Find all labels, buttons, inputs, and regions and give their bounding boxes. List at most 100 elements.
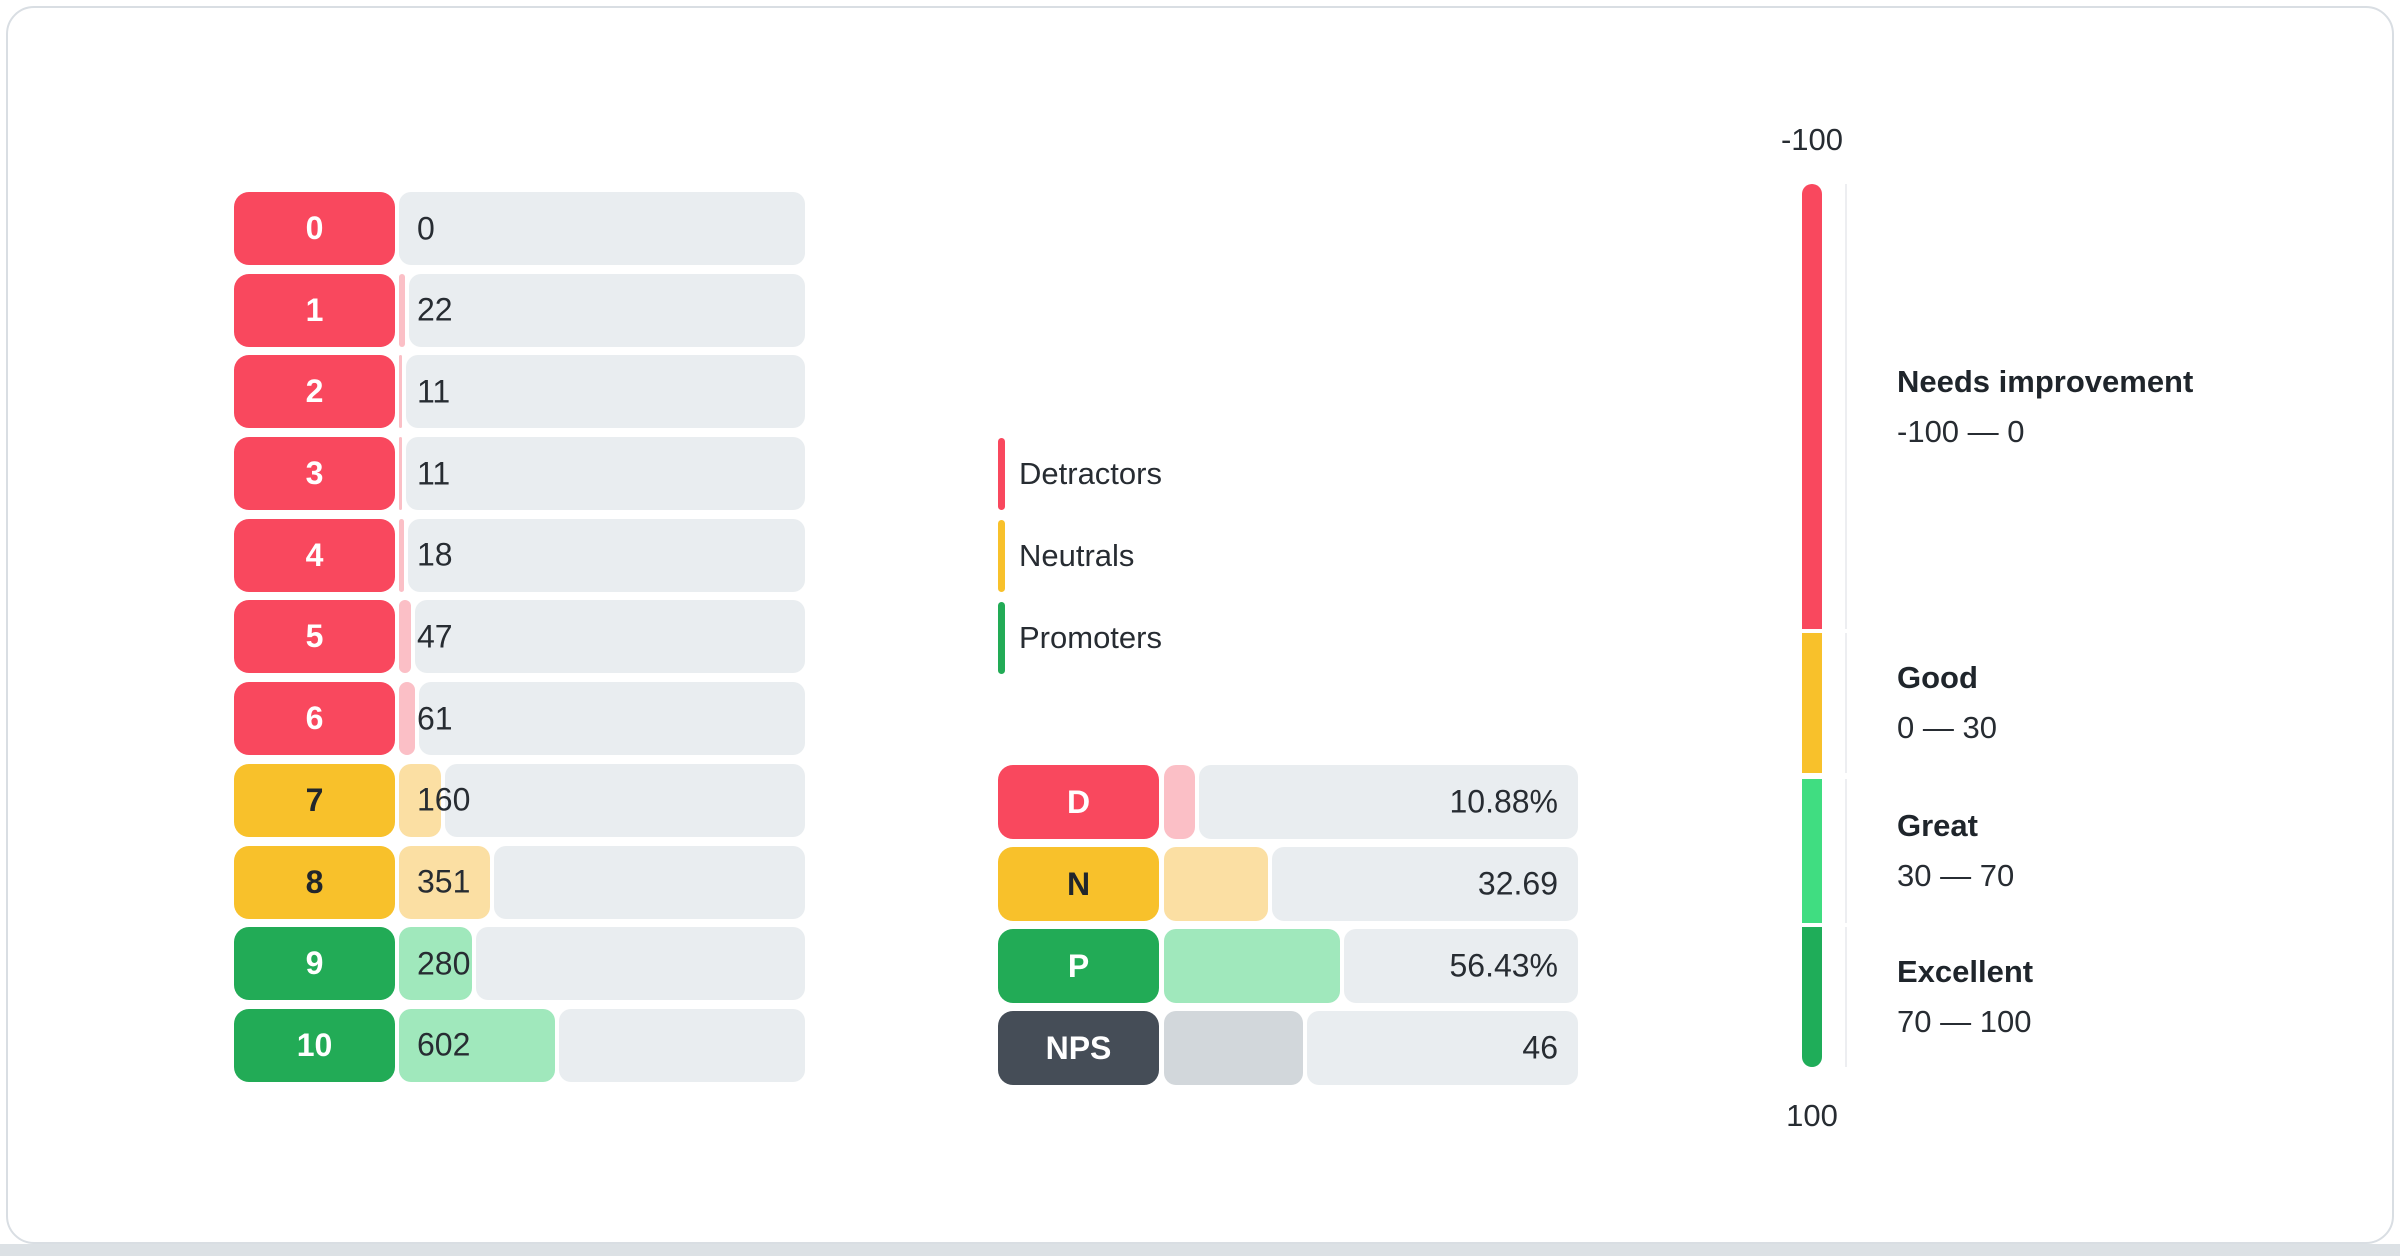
summary-row-nps: NPS 46 [998, 1011, 1578, 1085]
summary-bar-fill [1164, 765, 1195, 839]
summary-bar-fill [1164, 1011, 1303, 1085]
gauge-band-label: Great 30 — 70 [1897, 808, 2014, 894]
score-bar-track [408, 518, 805, 592]
legend-item-promoters[interactable]: Promoters [998, 602, 1162, 674]
score-bar-fill [399, 763, 441, 837]
page-bottom-strip [0, 1244, 2400, 1256]
gauge-segment-great [1802, 779, 1822, 923]
score-bar-track [415, 600, 805, 674]
score-bar-track [406, 355, 805, 429]
score-bar-fill [399, 518, 404, 592]
score-label-pill: 9 [234, 927, 395, 1001]
score-count: 11 [417, 455, 451, 492]
score-bar-track [559, 1008, 805, 1082]
gauge-band-title: Needs improvement [1897, 363, 2194, 399]
summary-bar: 32.69 [1164, 847, 1578, 921]
score-bar-track [399, 192, 805, 265]
legend-item-neutrals[interactable]: Neutrals [998, 520, 1162, 592]
score-count: 602 [417, 1026, 471, 1063]
score-bar-track [419, 682, 805, 756]
score-row: 5 47 [234, 600, 805, 674]
gauge-segment-neutral [1802, 633, 1822, 773]
legend-label: Detractors [1019, 456, 1162, 491]
gauge-separator-line [1845, 184, 1847, 1067]
legend-color-bar [998, 520, 1005, 592]
summary-label-pill: N [998, 847, 1159, 921]
gauge-band-range: 30 — 70 [1897, 858, 2015, 893]
separator-segment [1845, 184, 1847, 629]
score-bar: 602 [399, 1008, 805, 1082]
summary-value: 46 [1522, 1029, 1558, 1066]
legend-item-detractors[interactable]: Detractors [998, 438, 1162, 510]
summary-bar-track [1199, 765, 1578, 839]
score-count: 0 [417, 210, 435, 246]
score-bar-fill [399, 273, 405, 347]
score-bar: 18 [399, 518, 805, 592]
summary-label-pill: D [998, 765, 1159, 839]
score-count: 280 [417, 945, 471, 982]
score-row: 3 11 [234, 437, 805, 511]
score-bar-track [494, 845, 805, 919]
summary-bar: 10.88% [1164, 765, 1578, 839]
gauge-band-range: -100 — 0 [1897, 413, 2025, 449]
summary-bar-track [1344, 929, 1578, 1003]
summary-bar: 46 [1164, 1011, 1578, 1085]
legend-color-bar [998, 602, 1005, 674]
score-label-pill: 3 [234, 437, 395, 511]
summary-bar-fill [1164, 847, 1268, 921]
score-bar: 47 [399, 600, 805, 674]
score-bar: 280 [399, 927, 805, 1001]
gauge-band-range: 0 — 30 [1897, 710, 1997, 745]
summary-bar: 56.43% [1164, 929, 1578, 1003]
score-bar: 61 [399, 682, 805, 756]
score-row: 6 61 [234, 682, 805, 756]
nps-gauge [1802, 184, 1822, 1067]
score-bar: 11 [399, 355, 805, 429]
score-distribution-chart: 0 0 1 22 2 11 3 11 4 18 5 47 6 61 7 160 8 351 9 280 10 602 [234, 192, 805, 1091]
gauge-band-title: Great [1897, 808, 1978, 843]
separator-segment [1845, 779, 1847, 923]
score-bar-fill [399, 927, 472, 1001]
gauge-band-title: Good [1897, 660, 1978, 695]
summary-row-d: D 10.88% [998, 765, 1578, 839]
summary-label-pill: NPS [998, 1011, 1159, 1085]
score-count: 47 [417, 618, 453, 655]
score-bar-fill [399, 355, 402, 429]
score-row: 9 280 [234, 927, 805, 1001]
separator-segment [1845, 633, 1847, 773]
score-bar-track [445, 763, 805, 837]
score-row: 10 602 [234, 1008, 805, 1082]
score-bar: 11 [399, 437, 805, 511]
gauge-band-label: Good 0 — 30 [1897, 660, 1997, 746]
score-count: 61 [417, 700, 453, 737]
score-bar: 160 [399, 763, 805, 837]
score-row: 8 351 [234, 845, 805, 919]
summary-value: 32.69 [1477, 865, 1558, 902]
score-label-pill: 7 [234, 763, 395, 837]
score-bar-fill [399, 1008, 555, 1082]
legend-label: Promoters [1019, 620, 1162, 655]
gauge-band-label: Excellent 70 — 100 [1897, 954, 2033, 1040]
score-count: 18 [417, 536, 453, 573]
score-row: 1 22 [234, 273, 805, 347]
score-count: 351 [417, 863, 471, 900]
gauge-segment-excellent [1802, 927, 1822, 1067]
score-bar: 0 [399, 192, 805, 265]
score-bar-track [409, 273, 805, 347]
gauge-axis-max-label: 100 [1786, 1098, 1838, 1133]
gauge-axis-min-label: -100 [1780, 122, 1844, 157]
score-label-pill: 1 [234, 273, 395, 347]
score-label-pill: 10 [234, 1008, 395, 1082]
score-row: 4 18 [234, 518, 805, 592]
score-label-pill: 5 [234, 600, 395, 674]
score-count: 160 [417, 781, 471, 818]
score-bar-track [406, 437, 805, 511]
summary-label-pill: P [998, 929, 1159, 1003]
score-label-pill: 2 [234, 355, 395, 429]
score-bar-fill [399, 682, 415, 756]
score-count: 11 [417, 373, 451, 410]
score-bar: 351 [399, 845, 805, 919]
gauge-band-label: Needs improvement -100 — 0 [1897, 364, 2193, 450]
